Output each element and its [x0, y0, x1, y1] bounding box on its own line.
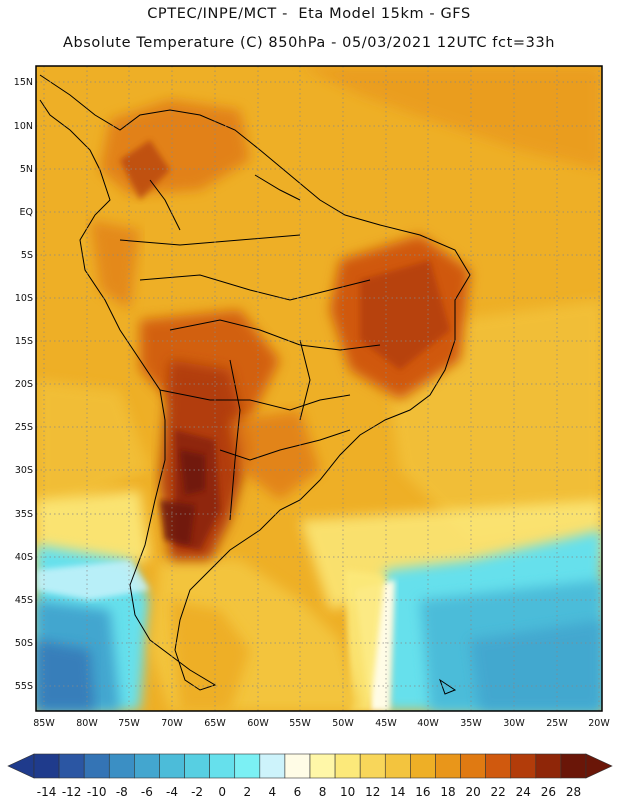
colorbar-arrow-low	[7, 753, 35, 779]
colorbar-swatch	[184, 753, 210, 779]
colorbar-swatch	[309, 753, 336, 779]
colorbar-swatch	[485, 753, 512, 779]
latitude-labels: 15N 10N 5N EQ 5S 10S 15S 20S 25S 30S 35S…	[14, 77, 33, 692]
lon-label: 30W	[503, 718, 525, 729]
lon-label: 70W	[161, 718, 183, 729]
colorbar-label: -6	[141, 785, 153, 799]
lon-label: 55W	[289, 718, 311, 729]
map-title-line-1: CPTEC/INPE/MCT - Eta Model 15km - GFS	[147, 6, 471, 22]
lat-label: 5N	[20, 164, 33, 175]
colorbar-swatch	[33, 753, 60, 779]
colorbar-label: 18	[440, 785, 455, 799]
colorbar-swatch	[83, 753, 110, 779]
colorbar-label: 12	[365, 785, 380, 799]
colorbar-swatch	[560, 753, 587, 779]
colorbar-swatch	[58, 753, 85, 779]
colorbar-swatch	[435, 753, 461, 779]
colorbar-legend: -14 -12 -10 -8 -6 -4 -2 0 2 4 6 8 10 12 14 16 18 20 22 24 26…	[7, 753, 613, 799]
lat-label: 15N	[14, 77, 33, 88]
colorbar-label: -10	[87, 785, 107, 799]
coastlines	[39, 74, 471, 695]
colorbar-label: 26	[541, 785, 556, 799]
map-frame	[35, 65, 603, 712]
lon-label: 40W	[417, 718, 439, 729]
lon-label: 85W	[33, 718, 55, 729]
lon-label: 45W	[375, 718, 397, 729]
lon-label: 80W	[76, 718, 98, 729]
lat-label: 40S	[15, 552, 33, 563]
colorbar-swatch	[535, 753, 562, 779]
lon-label: 35W	[460, 718, 482, 729]
lat-label: 15S	[15, 336, 33, 347]
colorbar-label: 6	[294, 785, 302, 799]
lat-label: 30S	[15, 465, 33, 476]
colorbar-label: 10	[340, 785, 355, 799]
colorbar-label: -2	[191, 785, 203, 799]
lat-label: 55S	[15, 681, 33, 692]
temperature-field	[36, 66, 602, 711]
colorbar-label: -8	[116, 785, 128, 799]
colorbar-swatch	[410, 753, 436, 779]
colorbar-label: 0	[218, 785, 226, 799]
lon-label: 25W	[546, 718, 568, 729]
colorbar-swatch	[334, 753, 361, 779]
lon-label: 65W	[204, 718, 226, 729]
lat-label: 35S	[15, 509, 33, 520]
colorbar-label: 14	[390, 785, 405, 799]
lat-label: 20S	[15, 379, 33, 390]
colorbar-swatch	[510, 753, 537, 779]
colorbar-label: 16	[415, 785, 430, 799]
colorbar-label: -4	[166, 785, 178, 799]
colorbar-label: 28	[566, 785, 581, 799]
colorbar-label: 22	[491, 785, 506, 799]
lat-label: 45S	[15, 595, 33, 606]
map-title-line-2: Absolute Temperature (C) 850hPa - 05/03/…	[62, 35, 556, 51]
lat-label: 50S	[15, 638, 33, 649]
colorbar-swatch	[159, 753, 185, 779]
colorbar-swatch	[384, 753, 411, 779]
lat-label: 10S	[15, 293, 33, 304]
colorbar-arrow-high	[585, 753, 613, 779]
colorbar-swatch	[234, 753, 261, 779]
lat-label: EQ	[20, 207, 33, 218]
colorbar-label: -12	[62, 785, 82, 799]
lon-label: 20W	[588, 718, 610, 729]
colorbar-label: -14	[37, 785, 57, 799]
colorbar-swatch	[259, 753, 286, 779]
colorbar-label: 2	[243, 785, 251, 799]
longitude-labels: 85W 80W 75W 70W 65W 60W 55W 50W 45W 40W …	[33, 718, 610, 729]
colorbar-swatch	[134, 753, 160, 779]
lon-label: 75W	[118, 718, 140, 729]
colorbar-label: 20	[465, 785, 480, 799]
colorbar-swatch	[284, 753, 311, 779]
lat-label: 25S	[15, 422, 33, 433]
colorbar-label: 24	[516, 785, 531, 799]
lat-label: 10N	[14, 121, 33, 132]
colorbar-label: 8	[319, 785, 327, 799]
colorbar-label: 4	[269, 785, 277, 799]
lon-label: 60W	[247, 718, 269, 729]
colorbar-swatch	[359, 753, 386, 779]
lat-label: 5S	[21, 250, 33, 261]
colorbar-swatch	[209, 753, 236, 779]
lon-label: 50W	[332, 718, 354, 729]
colorbar-swatch	[460, 753, 486, 779]
colorbar-swatch	[108, 753, 135, 779]
